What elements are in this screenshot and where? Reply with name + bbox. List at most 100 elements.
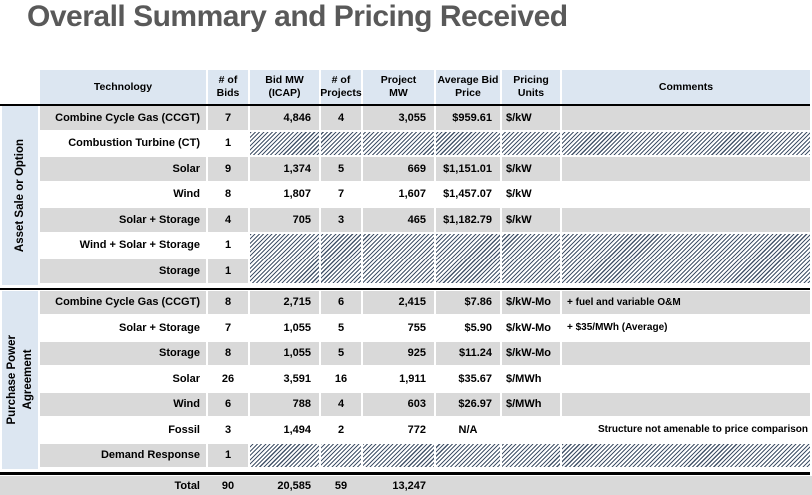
- section-purchase-power-agreement: Purchase Power Agreement Combine Cycle G…: [2, 290, 810, 469]
- cell-units: $/kW: [502, 182, 560, 208]
- cell-projects: 5: [321, 157, 361, 183]
- cell-price: $35.67: [436, 367, 500, 393]
- divider-total-top: [0, 472, 810, 475]
- cell-price: $26.97: [436, 392, 500, 418]
- cell-withheld-hatch: [321, 233, 361, 259]
- header-text: # of: [218, 74, 238, 87]
- cell-comment: [562, 208, 810, 234]
- cell-comment: Structure not amenable to price comparis…: [562, 418, 810, 444]
- cell-tech: Storage: [40, 259, 206, 285]
- cell-units: [502, 418, 560, 444]
- cell-bid-mw: 1,055: [250, 316, 319, 342]
- total-projects: 59: [334, 479, 348, 492]
- divider-header-bottom: [0, 104, 810, 106]
- total-label: Total: [174, 479, 200, 492]
- cell-projects: 7: [321, 182, 361, 208]
- header-text: Units: [517, 87, 545, 99]
- cell-tech: Combine Cycle Gas (CCGT): [40, 290, 206, 316]
- cell-withheld-hatch: [436, 233, 500, 259]
- header-num-bids: # of Bids: [208, 70, 248, 104]
- cell-projects: 5: [321, 316, 361, 342]
- cell-bids: 1: [208, 443, 248, 469]
- cell-comment: [562, 392, 810, 418]
- cell-withheld-hatch: [562, 131, 810, 157]
- cell-bid-mw: 705: [250, 208, 319, 234]
- cell-withheld-hatch: [562, 233, 810, 259]
- section-label-asset-sale: Asset Sale or Option: [2, 106, 38, 285]
- cell-price: $1,182.79: [436, 208, 500, 234]
- cell-price: $5.90: [436, 316, 500, 342]
- cell-units: $/kW-Mo: [502, 290, 560, 316]
- cell-bids: 26: [208, 367, 248, 393]
- cell-bids: 3: [208, 418, 248, 444]
- header-text: Projects: [320, 87, 362, 99]
- cell-bids: 1: [208, 259, 248, 285]
- header-text: Average Bid: [437, 74, 499, 87]
- cell-comment: [562, 341, 810, 367]
- cell-tech: Solar + Storage: [40, 316, 206, 342]
- cell-withheld-hatch: [436, 443, 500, 469]
- cell-comment: + fuel and variable O&M: [562, 290, 810, 316]
- total-bids: 90: [221, 479, 235, 492]
- cell-projects: 16: [321, 367, 361, 393]
- cell-withheld-hatch: [502, 259, 560, 285]
- cell-price: $1,457.07: [436, 182, 500, 208]
- cell-bids: 7: [208, 316, 248, 342]
- cell-project-mw: 465: [363, 208, 434, 234]
- section-asset-sale-or-option: Asset Sale or Option Combine Cycle Gas (…: [2, 106, 810, 285]
- cell-bids: 8: [208, 290, 248, 316]
- cell-project-mw: 772: [363, 418, 434, 444]
- cell-withheld-hatch: [321, 259, 361, 285]
- cell-tech: Storage: [40, 341, 206, 367]
- cell-withheld-hatch: [250, 443, 319, 469]
- cell-withheld-hatch: [562, 259, 810, 285]
- cell-price: $1,151.01: [436, 157, 500, 183]
- cell-withheld-hatch: [250, 131, 319, 157]
- cell-units: $/kW: [502, 157, 560, 183]
- cell-bids: 1: [208, 233, 248, 259]
- cell-withheld-hatch: [321, 131, 361, 157]
- header-text: Bid MW: [265, 74, 304, 87]
- cell-comment: [562, 367, 810, 393]
- cell-tech: Solar: [40, 157, 206, 183]
- cell-units: $/MWh: [502, 367, 560, 393]
- cell-withheld-hatch: [562, 443, 810, 469]
- section-rows: Combine Cycle Gas (CCGT) 8 2,715 6 2,415 $7.8…: [40, 290, 810, 469]
- cell-tech: Wind: [40, 182, 206, 208]
- cell-bid-mw: 1,374: [250, 157, 319, 183]
- cell-bids: 8: [208, 182, 248, 208]
- cell-bids: 6: [208, 392, 248, 418]
- cell-bid-mw: 1,055: [250, 341, 319, 367]
- cell-comment: + $35/MWh (Average): [562, 316, 810, 342]
- cell-units: $/kW: [502, 208, 560, 234]
- cell-project-mw: 669: [363, 157, 434, 183]
- cell-projects: 2: [321, 418, 361, 444]
- cell-tech: Combine Cycle Gas (CCGT): [40, 106, 206, 132]
- header-text: (ICAP): [268, 87, 301, 99]
- cell-price: $11.24: [436, 341, 500, 367]
- cell-tech: Wind: [40, 392, 206, 418]
- total-row: Total 90 20,585 59 13,247: [0, 476, 812, 495]
- label-line: Agreement: [22, 349, 34, 410]
- cell-withheld-hatch: [250, 233, 319, 259]
- cell-bid-mw: 4,846: [250, 106, 319, 132]
- page-title: Overall Summary and Pricing Received: [27, 0, 568, 33]
- header-comments: Comments: [562, 70, 810, 104]
- total-empty: [562, 476, 810, 495]
- header-text: # of: [331, 74, 351, 87]
- cell-project-mw: 755: [363, 316, 434, 342]
- cell-project-mw: 2,415: [363, 290, 434, 316]
- cell-bid-mw: 1,494: [250, 418, 319, 444]
- cell-project-mw: 3,055: [363, 106, 434, 132]
- cell-withheld-hatch: [502, 443, 560, 469]
- header-text: Bids: [216, 87, 240, 99]
- header-bid-mw: Bid MW (ICAP): [250, 70, 319, 104]
- header-text: Technology: [93, 80, 153, 93]
- cell-bids: 4: [208, 208, 248, 234]
- cell-tech: Solar + Storage: [40, 208, 206, 234]
- cell-bid-mw: 2,715: [250, 290, 319, 316]
- label-line: Asset Sale or Option: [14, 138, 26, 252]
- cell-withheld-hatch: [363, 259, 434, 285]
- cell-project-mw: 603: [363, 392, 434, 418]
- cell-bid-mw: 1,807: [250, 182, 319, 208]
